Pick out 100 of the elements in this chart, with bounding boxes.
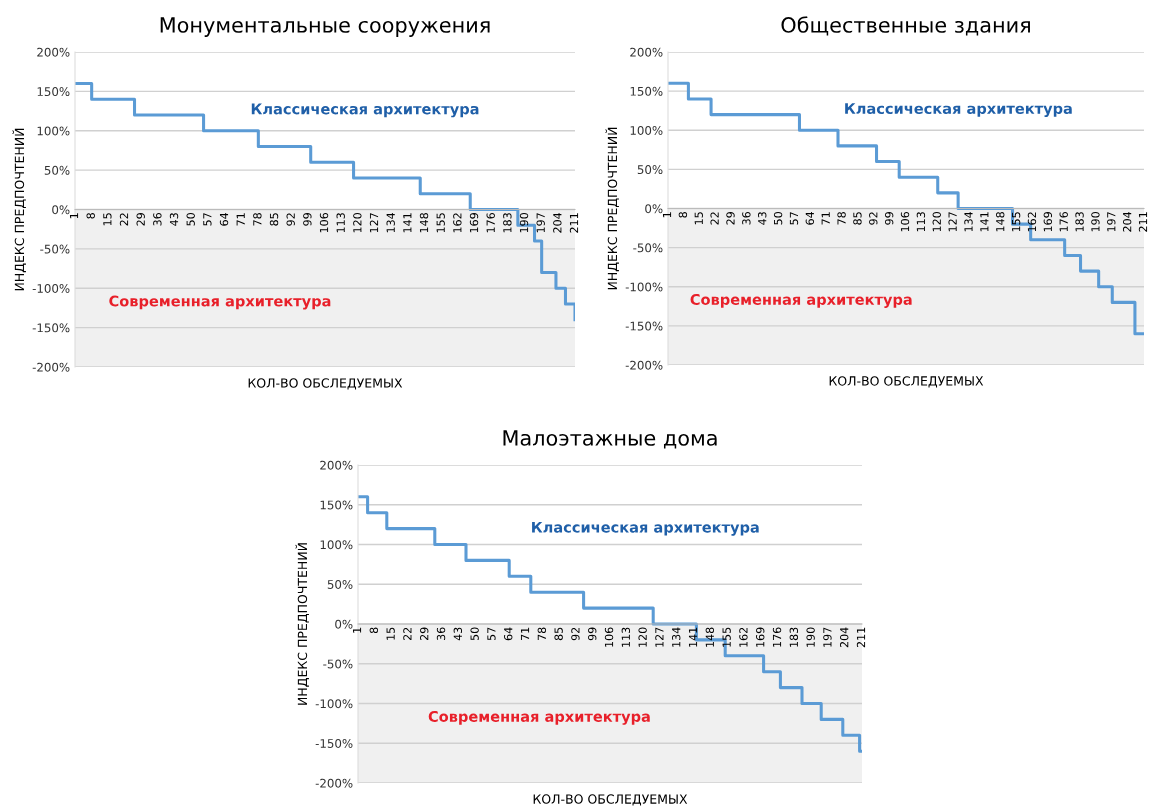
- x-tick-label: 148: [705, 627, 715, 647]
- x-tick-label: 155: [436, 213, 445, 233]
- x-tick-label: 134: [672, 627, 681, 647]
- x-tick-label: 120: [638, 627, 647, 647]
- x-tick-label: 71: [236, 213, 245, 226]
- x-tick-label: 78: [253, 213, 262, 226]
- x-tick-label: 127: [369, 213, 379, 233]
- y-tick-label: -150%: [32, 323, 70, 333]
- x-axis-title: КОЛ-ВО ОБСЛЕДУЕМЫХ: [829, 376, 984, 388]
- x-tick-label: 183: [1075, 212, 1084, 232]
- x-tick-label: 162: [1027, 212, 1037, 232]
- x-tick-label: 113: [916, 212, 926, 232]
- x-tick-label: 29: [420, 627, 429, 641]
- x-tick-label: 15: [386, 627, 395, 640]
- y-tick-label: -100%: [315, 699, 353, 709]
- x-tick-label: 1: [662, 212, 672, 218]
- y-tick-label: 50%: [44, 165, 70, 175]
- annotation: Современная архитектура: [428, 710, 650, 725]
- x-tick-label: 8: [86, 213, 95, 219]
- x-tick-label: 197: [823, 627, 832, 647]
- y-tick-label: -150%: [315, 738, 353, 748]
- y-tick-label: -50%: [633, 243, 663, 253]
- x-tick-label: 64: [504, 627, 513, 641]
- x-tick-label: 43: [758, 212, 767, 225]
- x-tick-label: 50: [773, 212, 783, 225]
- y-tick-label: 100%: [320, 540, 353, 550]
- y-tick-label: -200%: [32, 362, 70, 372]
- annotation: Современная архитектура: [109, 295, 331, 310]
- x-tick-label: 169: [469, 213, 479, 233]
- x-tick-label: 169: [756, 627, 765, 647]
- x-tick-label: 29: [136, 213, 145, 226]
- x-tick-label: 176: [772, 627, 782, 647]
- y-tick-label: 100%: [630, 125, 663, 135]
- x-tick-label: 36: [153, 212, 162, 226]
- y-tick-label: -100%: [625, 282, 663, 292]
- x-tick-label: 36: [742, 211, 751, 225]
- x-tick-label: 211: [1138, 212, 1148, 232]
- y-axis-title: ИНДЕКС ПРЕДПОЧТЕНИЙ: [605, 127, 619, 290]
- x-tick-label: 1: [69, 213, 79, 219]
- y-tick-label: 50%: [327, 579, 353, 589]
- x-tick-label: 211: [856, 627, 866, 648]
- x-tick-label: 190: [1091, 212, 1100, 232]
- x-tick-label: 190: [519, 213, 529, 233]
- x-tick-label: 162: [739, 627, 748, 647]
- chart-title: Общественные здания: [781, 16, 1030, 36]
- x-tick-label: 113: [336, 213, 345, 233]
- x-tick-label: 204: [553, 212, 562, 233]
- x-tick-label: 148: [419, 213, 429, 233]
- x-tick-label: 15: [694, 212, 703, 225]
- x-axis-title: КОЛ-ВО ОБСЛЕДУЕМЫХ: [248, 378, 403, 390]
- x-tick-label: 169: [1043, 212, 1053, 232]
- y-tick-label: 200%: [320, 460, 353, 470]
- y-axis-title: ИНДЕКС ПРЕДПОЧТЕНИЙ: [12, 128, 26, 291]
- chart-title: Малоэтажные дома: [503, 430, 717, 449]
- x-tick-label: 57: [203, 213, 212, 226]
- y-tick-label: -100%: [32, 283, 70, 293]
- x-tick-label: 36: [436, 627, 446, 641]
- x-tick-label: 127: [948, 212, 957, 232]
- x-tick-label: 99: [588, 627, 597, 641]
- x-tick-label: 106: [900, 211, 910, 232]
- x-tick-label: 190: [806, 627, 815, 647]
- x-tick-label: 176: [486, 212, 495, 233]
- annotation: Классическая архитектура: [532, 521, 759, 536]
- x-tick-label: 141: [403, 213, 412, 233]
- x-tick-label: 99: [884, 212, 894, 225]
- x-tick-label: 211: [569, 213, 579, 233]
- x-tick-label: 71: [520, 627, 530, 641]
- y-tick-label: 150%: [320, 500, 353, 510]
- x-tick-label: 162: [453, 213, 462, 233]
- x-tick-label: 92: [869, 212, 878, 225]
- x-tick-label: 197: [1107, 212, 1116, 232]
- x-tick-label: 183: [503, 213, 512, 233]
- y-tick-label: 0%: [335, 619, 353, 629]
- x-tick-label: 78: [837, 212, 846, 225]
- chart-title: Монументальные сооружения: [160, 17, 490, 37]
- x-tick-label: 183: [789, 627, 799, 647]
- y-tick-label: -50%: [40, 244, 70, 254]
- x-tick-label: 204: [1122, 211, 1132, 232]
- annotation: Классическая архитектура: [251, 103, 479, 118]
- x-tick-label: 92: [571, 627, 580, 641]
- y-tick-label: 150%: [630, 86, 663, 96]
- y-tick-label: 200%: [630, 47, 663, 57]
- y-tick-label: 0%: [52, 205, 70, 215]
- x-tick-label: 106: [319, 212, 329, 233]
- x-tick-label: 127: [655, 627, 664, 647]
- x-tick-label: 57: [789, 212, 799, 225]
- y-tick-label: -150%: [625, 321, 663, 331]
- x-tick-label: 134: [964, 211, 973, 232]
- x-tick-label: 106: [604, 627, 614, 647]
- x-tick-label: 85: [269, 213, 279, 226]
- y-tick-label: -50%: [323, 659, 353, 669]
- x-tick-label: 155: [1012, 212, 1021, 232]
- x-tick-label: 22: [403, 627, 412, 641]
- x-tick-label: 113: [621, 627, 631, 647]
- y-tick-label: 100%: [37, 126, 70, 136]
- x-tick-label: 99: [303, 213, 312, 226]
- x-tick-label: 141: [980, 212, 989, 232]
- x-tick-label: 78: [537, 627, 547, 641]
- x-tick-label: 155: [722, 627, 731, 647]
- x-tick-label: 204: [840, 627, 849, 648]
